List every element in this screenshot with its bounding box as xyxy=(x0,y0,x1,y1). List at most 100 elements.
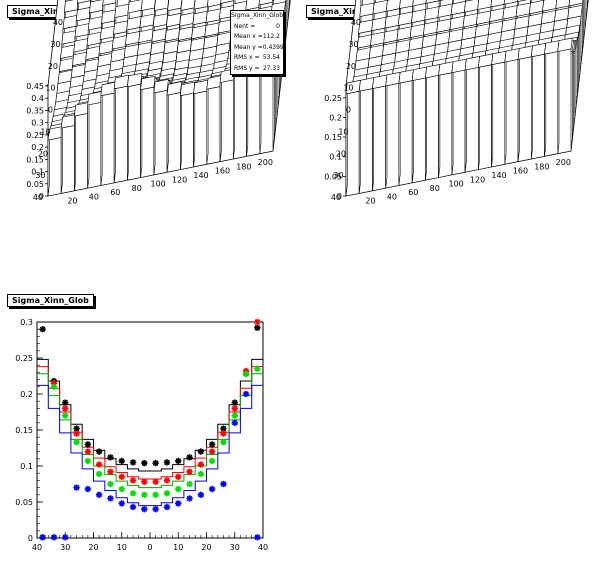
marker-stroke xyxy=(85,458,91,464)
marker-stroke xyxy=(62,412,69,419)
bar-top xyxy=(77,0,92,4)
marker-stroke xyxy=(209,441,215,448)
lego-bar xyxy=(464,56,480,173)
lego-bar xyxy=(153,78,169,176)
y-tick-label: 40 xyxy=(331,193,341,202)
bar-front xyxy=(438,72,453,178)
y-tick-label: 30 xyxy=(333,171,343,180)
marker-stroke xyxy=(152,479,159,485)
bar-top xyxy=(385,0,401,12)
bar-side xyxy=(504,51,507,165)
x-tick-label: 20 xyxy=(67,197,77,206)
bar-top xyxy=(138,28,154,43)
lego-bar xyxy=(398,69,414,186)
z-tick-label: 0.15 xyxy=(324,133,342,142)
marker-stroke xyxy=(130,459,136,466)
bar-front xyxy=(127,83,141,181)
lego-bar xyxy=(113,74,130,184)
lego-bar xyxy=(232,60,249,160)
marker-stroke xyxy=(254,365,261,372)
bar-top xyxy=(542,0,558,12)
bar-top xyxy=(412,0,427,7)
bar-top xyxy=(193,0,209,10)
bar-top xyxy=(464,0,480,13)
bar-top xyxy=(127,0,143,14)
z-tick-label: 0.1 xyxy=(329,153,342,162)
marker-stroke xyxy=(130,490,136,497)
marker-stroke xyxy=(209,458,215,464)
lego-bar xyxy=(504,48,520,165)
bar-top xyxy=(154,0,169,11)
z-tick-label: 0.05 xyxy=(26,180,44,189)
y-tick-label: 30 xyxy=(50,40,60,49)
bar-side xyxy=(219,71,222,162)
bar-front xyxy=(358,88,373,194)
marker-stroke xyxy=(73,484,80,491)
marker-stroke xyxy=(39,326,46,333)
x-tick-label: 20 xyxy=(365,197,375,206)
bar-top xyxy=(490,0,505,8)
bar-top xyxy=(245,0,261,11)
step-series xyxy=(37,384,263,507)
stats-box: Sigma_Xinn_Glob Nent = 0 Mean x = 112.2 Me… xyxy=(230,10,284,75)
bar-side xyxy=(411,69,414,183)
marker-stroke xyxy=(107,495,114,502)
marker-stroke xyxy=(186,481,193,487)
bar-top xyxy=(425,0,440,4)
lego-bar xyxy=(438,61,454,178)
profile-plot: 0 0.05 0.1 0.15 0.2 0.25 0.3 40 30 20 10 0 10 20 30 40 xyxy=(15,318,268,552)
bar-side xyxy=(74,105,76,191)
stats-row-rms-y: RMS y = 27.33 xyxy=(234,64,280,72)
marker-stroke xyxy=(62,399,69,406)
marker-stroke xyxy=(130,477,136,484)
lego-bar xyxy=(557,37,573,154)
x-tick-label: 40 xyxy=(387,192,397,201)
bar-front xyxy=(180,92,194,170)
x-tick-label: 100 xyxy=(449,180,464,189)
lego-plot-1: 0 0.05 0.1 0.15 0.2 0.25 0.3 0.35 0.4 0.45 20 40 60 8… xyxy=(26,0,291,206)
bar-top xyxy=(180,81,196,97)
bar-top xyxy=(152,13,168,28)
marker-stroke xyxy=(198,471,204,477)
y-tick-label: 10 xyxy=(338,127,348,136)
bar-side xyxy=(398,72,401,186)
bar-front xyxy=(113,85,128,184)
marker-stroke xyxy=(220,439,227,446)
marker-stroke xyxy=(51,534,57,541)
marker-stroke xyxy=(175,458,182,464)
bar-top xyxy=(164,27,180,42)
x-tick-label: 20 xyxy=(88,543,98,552)
bar-front xyxy=(233,71,247,160)
lego-bar xyxy=(166,81,182,173)
bar-side xyxy=(557,40,560,154)
bar-front xyxy=(517,56,532,162)
plot-title: Sigma_Xinn_Glob xyxy=(7,294,94,307)
y-tick-label: 0.25 xyxy=(15,354,33,363)
marker-stroke xyxy=(164,459,170,466)
lego-bar xyxy=(140,75,156,178)
y-tick-label: 30 xyxy=(348,40,358,49)
bar-front xyxy=(425,74,439,181)
marker-stroke xyxy=(175,473,182,480)
y-tick-label: 40 xyxy=(53,18,63,27)
lego-bar xyxy=(127,72,143,181)
marker-stroke xyxy=(209,486,215,492)
marker-stroke xyxy=(118,458,125,464)
bar-front xyxy=(206,86,221,165)
marker-stroke xyxy=(254,534,261,541)
y-tick-label: 10 xyxy=(40,127,50,136)
x-tick-label: 60 xyxy=(408,188,418,197)
marker-stroke xyxy=(96,491,102,498)
bar-top xyxy=(179,12,195,27)
z-tick-label: 0.25 xyxy=(26,131,44,140)
bar-front xyxy=(544,51,559,157)
z-tick-label: 0.35 xyxy=(26,106,44,115)
marker-stroke xyxy=(96,461,102,468)
marker-stroke xyxy=(231,419,238,426)
bar-front xyxy=(478,64,492,170)
marker-stroke xyxy=(118,473,125,480)
bar-top xyxy=(206,0,222,8)
step-series xyxy=(37,373,263,489)
bar-front xyxy=(193,90,208,168)
bar-top xyxy=(568,0,583,7)
